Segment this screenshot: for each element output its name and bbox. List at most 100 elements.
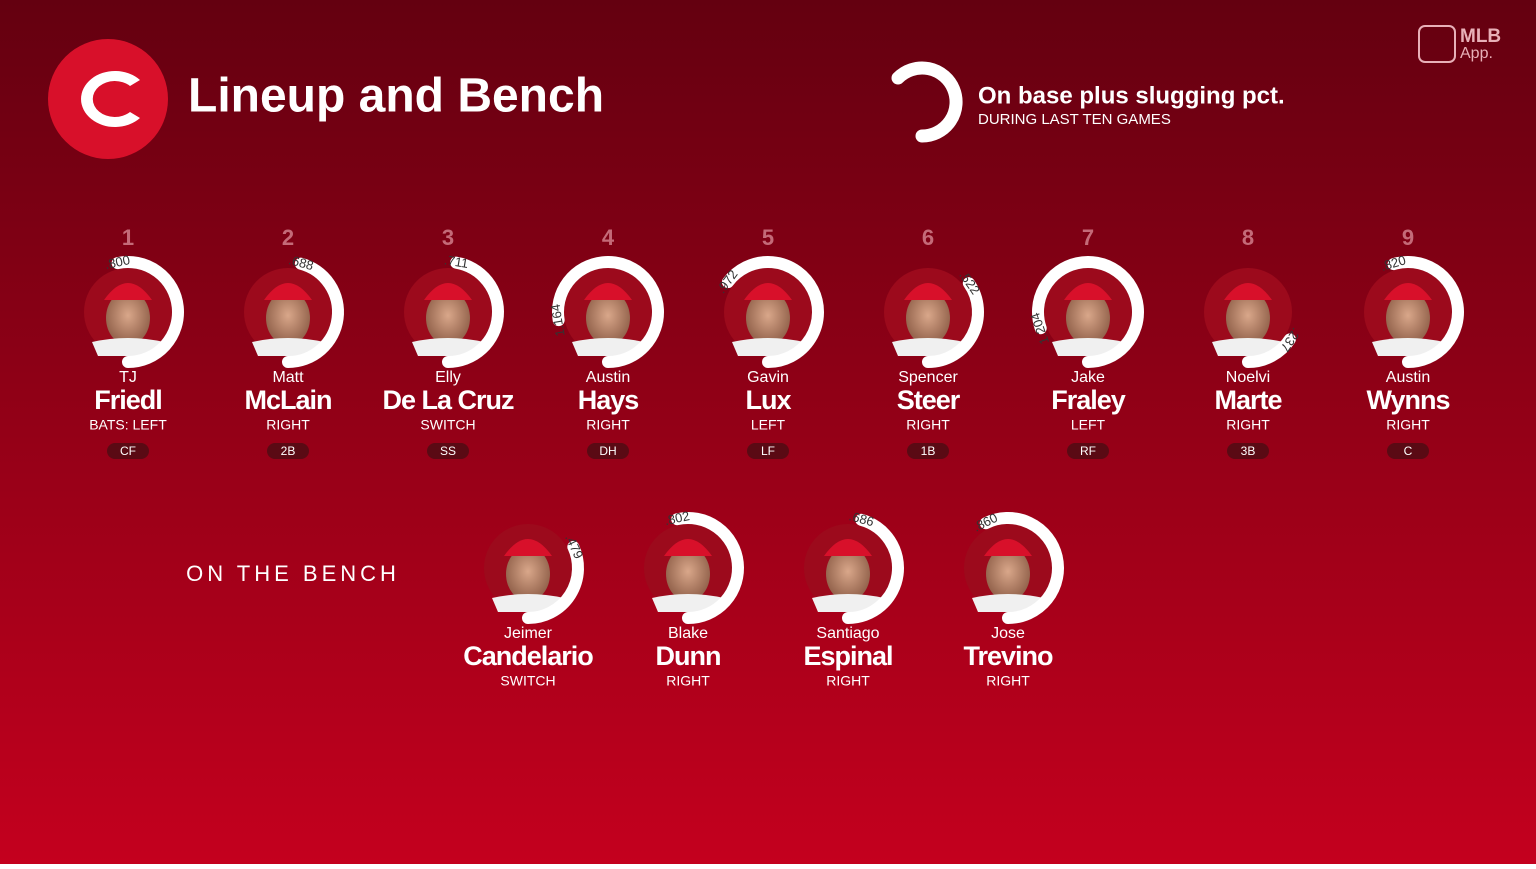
batting-order: 1: [122, 225, 134, 250]
batting-order: 2: [282, 225, 294, 250]
last-name: De La Cruz: [382, 385, 514, 415]
last-name: Hays: [578, 385, 639, 415]
bats: RIGHT: [266, 417, 310, 433]
last-name: Lux: [745, 385, 791, 415]
position: RF: [1080, 444, 1096, 458]
headshot-face: [906, 291, 950, 345]
position: DH: [599, 444, 616, 458]
brand: MLB: [1460, 26, 1501, 47]
ops-arc: [922, 277, 984, 368]
position-badge: [1227, 443, 1269, 459]
position-badge: [267, 443, 309, 459]
batting-order: 5: [762, 225, 774, 250]
bats: LEFT: [751, 417, 786, 433]
batting-order: 4: [602, 225, 615, 250]
bats: RIGHT: [1226, 417, 1270, 433]
ops-arc: [842, 513, 904, 624]
ops-arc: [442, 256, 504, 368]
headshot-cap: [824, 539, 872, 556]
headshot-cap: [984, 539, 1032, 556]
headshot-cap: [1384, 283, 1432, 300]
legend-subtitle: DURING LAST TEN GAMES: [978, 111, 1171, 128]
headshot-jersey: [1372, 338, 1444, 356]
headshot-cap: [664, 539, 712, 556]
bats: SWITCH: [500, 673, 555, 689]
headshot-face: [506, 547, 550, 601]
last-name: Steer: [897, 385, 961, 415]
first-name: Matt: [272, 369, 304, 386]
position: 3B: [1241, 444, 1256, 458]
last-name: Candelario: [463, 641, 593, 671]
first-name: Santiago: [816, 625, 879, 642]
bats: RIGHT: [1386, 417, 1430, 433]
headshot-jersey: [412, 338, 484, 356]
bats: BATS: LEFT: [89, 417, 167, 433]
position-badge: [907, 443, 949, 459]
position: C: [1404, 444, 1413, 458]
headshot-jersey: [892, 338, 964, 356]
headshot-cap: [1224, 283, 1272, 300]
last-name: Espinal: [803, 641, 892, 671]
position-badge: [1067, 443, 1109, 459]
headshot-jersey: [1052, 338, 1124, 356]
headshot-jersey: [252, 338, 324, 356]
bats: RIGHT: [666, 673, 710, 689]
brand-logo: MLB App.: [1418, 25, 1501, 63]
first-name: TJ: [119, 369, 137, 386]
batting-order: 6: [922, 225, 934, 250]
position-badge: [107, 443, 149, 459]
headshot-cap: [1064, 283, 1112, 300]
first-name: Jeimer: [504, 625, 553, 642]
headshot-jersey: [492, 594, 564, 612]
legend-title: On base plus slugging pct.: [978, 82, 1285, 109]
headshot-face: [266, 291, 310, 345]
bats: LEFT: [1071, 417, 1106, 433]
bats: RIGHT: [986, 673, 1030, 689]
headshot-face: [586, 291, 630, 345]
first-name: Jose: [991, 625, 1025, 642]
ops-arc: [721, 256, 824, 368]
first-name: Noelvi: [1226, 369, 1270, 386]
headshot-cap: [104, 283, 152, 300]
headshot-face: [1386, 291, 1430, 345]
ops-arc: [522, 540, 584, 624]
ops-label: .820: [1379, 252, 1408, 274]
ops-label: .686: [847, 508, 875, 529]
ops-arc: [1387, 256, 1464, 368]
bench-title: ON THE BENCH: [186, 561, 400, 586]
ops-label: .688: [287, 252, 315, 273]
position: LF: [761, 444, 775, 458]
position-badge: [1387, 443, 1429, 459]
ops-arc: [979, 512, 1064, 624]
ops-label: .800: [103, 252, 131, 272]
team-logo: [48, 39, 168, 159]
bats: RIGHT: [826, 673, 870, 689]
last-name: Friedl: [94, 385, 162, 415]
position: 2B: [281, 444, 296, 458]
first-name: Spencer: [898, 369, 958, 386]
bats: RIGHT: [906, 417, 950, 433]
headshot-face: [1226, 291, 1270, 345]
position-badge: [587, 443, 629, 459]
headshot-cap: [904, 283, 952, 300]
ops-arc: [552, 256, 664, 368]
headshot-cap: [264, 283, 312, 300]
headshot-face: [826, 547, 870, 601]
ops-arc: [1032, 256, 1144, 368]
batting-order: 9: [1402, 225, 1414, 250]
ops-arc: [671, 512, 744, 624]
legend-arc: [891, 61, 963, 143]
headshot-jersey: [572, 338, 644, 356]
